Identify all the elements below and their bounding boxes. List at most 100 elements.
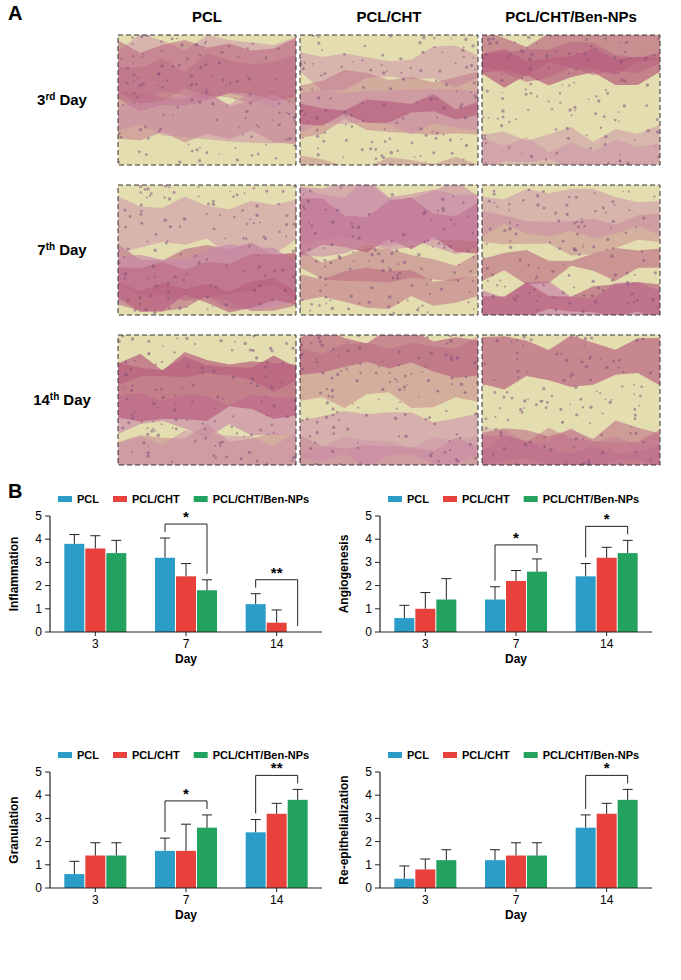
nucleus [575, 437, 578, 440]
image-border [118, 35, 296, 165]
nucleus [428, 416, 431, 419]
error-cap [581, 814, 591, 815]
error-cap [202, 579, 212, 580]
y-tick-label: 2 [35, 579, 42, 593]
error-cap [532, 842, 542, 843]
nucleus [158, 130, 160, 132]
bar [85, 856, 105, 888]
legend-swatch [194, 496, 208, 502]
nucleus [516, 351, 519, 354]
nucleus [234, 341, 236, 343]
nucleus [308, 248, 310, 250]
nucleus [162, 396, 165, 399]
nucleus [568, 108, 572, 112]
nucleus [308, 221, 310, 223]
row-suffix: rd [45, 91, 55, 102]
nucleus [581, 310, 584, 313]
nucleus [381, 259, 385, 263]
tissue [482, 42, 660, 82]
nucleus [225, 456, 228, 459]
nucleus [634, 432, 637, 435]
nucleus [516, 339, 518, 341]
nucleus [429, 293, 431, 295]
bar [576, 828, 596, 888]
nucleus [260, 401, 262, 403]
nucleus [606, 249, 608, 251]
nucleus [133, 92, 135, 94]
nucleus [584, 345, 586, 347]
nucleus [273, 432, 275, 434]
y-axis-label: Angiogenesis [337, 534, 351, 613]
error-bar [511, 571, 521, 581]
nucleus [484, 134, 486, 136]
nucleus [133, 308, 136, 311]
nucleus [250, 382, 253, 385]
nucleus [450, 358, 453, 361]
nucleus [301, 419, 304, 422]
nucleus [130, 367, 133, 370]
nucleus [277, 47, 279, 49]
nucleus [123, 208, 126, 211]
nucleus [331, 221, 334, 224]
image-border [300, 35, 478, 165]
nucleus [324, 132, 326, 134]
nucleus [470, 92, 472, 94]
nucleus [311, 225, 314, 228]
nucleus [332, 414, 335, 417]
nucleus [456, 356, 460, 360]
nucleus [131, 451, 133, 453]
bar [415, 609, 435, 632]
nucleus [214, 445, 216, 447]
nucleus [437, 460, 439, 462]
nucleus [414, 156, 416, 158]
nucleus [201, 366, 204, 369]
nucleus [382, 71, 386, 75]
nucleus [516, 224, 518, 226]
nucleus [573, 106, 576, 109]
nucleus [537, 267, 539, 269]
nucleus [146, 454, 150, 458]
nucleus [583, 225, 585, 227]
nucleus [604, 37, 607, 40]
tissue [482, 282, 660, 315]
nucleus [502, 92, 504, 94]
nucleus [612, 220, 616, 224]
nucleus [581, 218, 583, 220]
marks [64, 535, 286, 632]
nucleus [465, 375, 468, 378]
nucleus [514, 41, 516, 43]
nucleus [438, 242, 441, 245]
nucleus [500, 124, 503, 127]
nucleus [574, 109, 576, 111]
nucleus [304, 62, 306, 64]
nucleus [410, 67, 412, 69]
nucleus [357, 447, 359, 449]
nucleus [431, 452, 433, 454]
nucleus [507, 419, 509, 421]
nucleus [492, 37, 495, 40]
nucleus [561, 421, 564, 424]
nucleus [246, 76, 248, 78]
nucleus [198, 100, 201, 103]
error-cap [111, 842, 121, 843]
nucleus [419, 69, 422, 72]
nucleus [516, 295, 519, 298]
y-tick [375, 632, 380, 633]
nucleus [358, 347, 361, 350]
nucleus [127, 421, 130, 424]
y-axis-label: Re-epithelialization [337, 775, 351, 884]
nucleus [580, 361, 582, 363]
nucleus [371, 141, 373, 143]
y-tick [45, 539, 50, 540]
bar [155, 558, 175, 632]
nucleus [219, 445, 221, 447]
legend-swatch [194, 752, 208, 758]
nucleus [319, 290, 322, 293]
nucleus [324, 72, 327, 75]
significance-mark: * [183, 785, 189, 802]
nucleus [342, 156, 344, 158]
panel-label: A [8, 2, 22, 24]
nucleus [425, 365, 427, 367]
nucleus [488, 200, 491, 203]
y-axis [49, 772, 50, 888]
